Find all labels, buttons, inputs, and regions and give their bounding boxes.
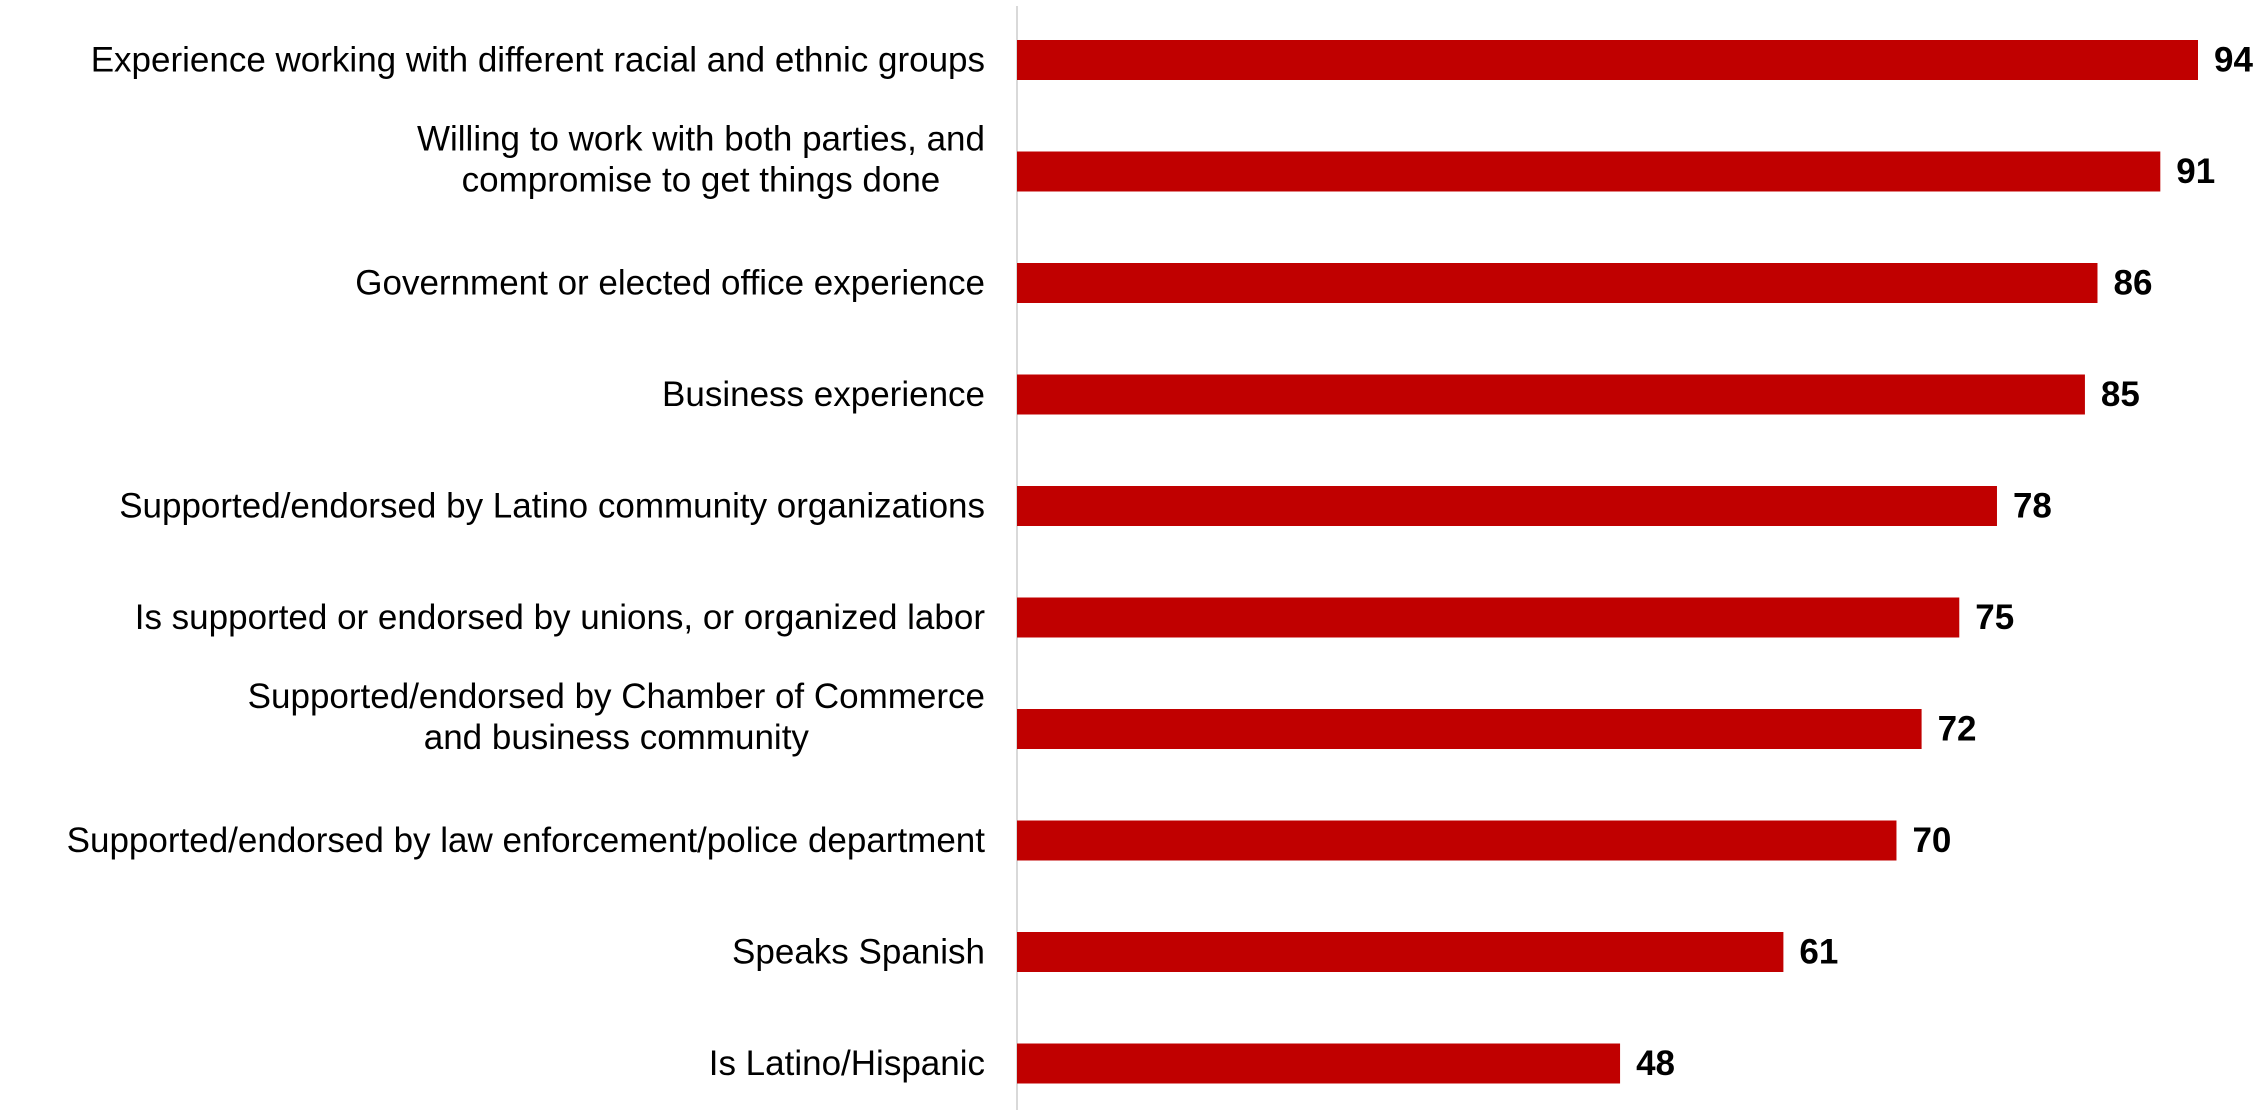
bar-7 [1017,709,1922,749]
value-label-9: 61 [1799,933,1838,972]
category-label-1: Experience working with different racial… [91,41,985,80]
category-label-10: Is Latino/Hispanic [709,1044,985,1083]
category-label-line: Speaks Spanish [732,933,985,972]
bar-2 [1017,151,2161,192]
category-label-2: Willing to work with both parties, and co… [417,120,985,200]
category-label-line: Is Latino/Hispanic [709,1044,985,1083]
category-label-9: Speaks Spanish [732,933,985,972]
bars-layer [1017,40,2198,1084]
bar-10 [1017,1043,1621,1084]
category-label-line: and business community [424,718,810,757]
category-label-6: Is supported or endorsed by unions, or o… [135,598,986,637]
category-label-3: Government or elected office experience [355,264,985,303]
value-label-8: 70 [1912,821,1951,860]
value-labels-layer: 94 91 86 85 78 75 72 70 61 48 [1636,41,2253,1084]
value-label-10: 48 [1636,1044,1675,1083]
bar-3 [1017,263,2098,303]
value-label-3: 86 [2113,264,2152,303]
value-label-6: 75 [1975,598,2014,637]
category-label-7: Supported/endorsed by Chamber of Commerc… [248,677,985,757]
value-label-7: 72 [1938,710,1977,749]
category-label-5: Supported/endorsed by Latino community o… [119,487,985,526]
bar-4 [1017,374,2085,415]
category-label-line: Is supported or endorsed by unions, or o… [135,598,986,637]
category-label-line: Willing to work with both parties, and [417,120,985,159]
value-label-4: 85 [2101,375,2140,414]
category-label-line: Business experience [662,375,985,414]
category-label-line: compromise to get things done [462,161,941,200]
bar-1 [1017,40,2198,80]
category-label-4: Business experience [662,375,985,414]
category-label-line: Experience working with different racial… [91,41,985,80]
category-label-line: Supported/endorsed by law enforcement/po… [67,821,986,860]
bar-6 [1017,597,1960,638]
category-label-line: Government or elected office experience [355,264,985,303]
bar-8 [1017,820,1897,861]
category-label-8: Supported/endorsed by law enforcement/po… [67,821,986,860]
value-label-1: 94 [2214,41,2253,80]
category-labels-layer: Experience working with different racial… [67,41,986,1084]
category-label-line: Supported/endorsed by Chamber of Commerc… [248,677,985,716]
value-label-5: 78 [2013,487,2052,526]
bar-9 [1017,932,1784,972]
category-label-line: Supported/endorsed by Latino community o… [119,487,985,526]
value-label-2: 91 [2176,152,2215,191]
bar-5 [1017,486,1997,526]
